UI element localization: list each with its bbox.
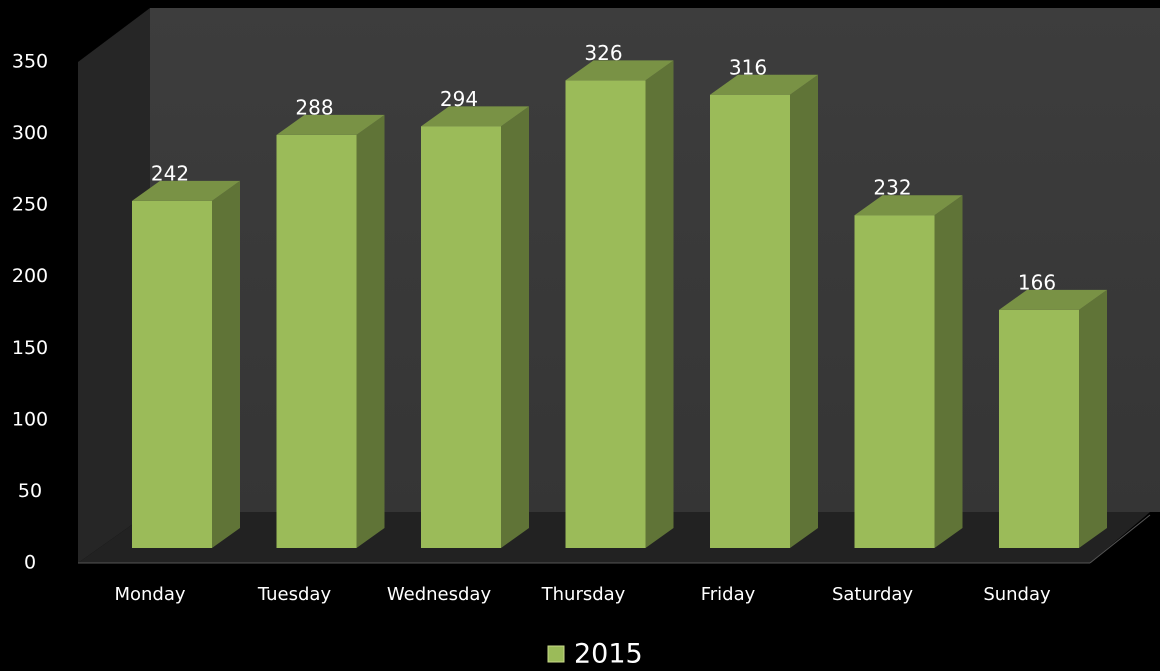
bar-side [1079,289,1107,548]
bar [132,200,212,548]
y-tick-label: 50 [18,480,42,502]
y-tick-label: 250 [12,194,48,216]
y-tick-label: 300 [12,122,48,144]
bar [276,134,357,548]
bar [854,215,935,548]
x-tick-label: Tuesday [257,584,332,605]
data-label: 316 [729,55,767,79]
bar-top [710,74,818,95]
bar [710,94,790,548]
x-tick-label: Sunday [983,584,1051,605]
x-tick-label: Saturday [832,584,913,605]
bar-top [421,106,529,127]
data-label: 326 [584,41,622,65]
x-tick-label: Thursday [541,584,626,605]
bar-top [132,180,240,201]
y-tick-label: 100 [12,408,48,430]
bar-top [854,195,963,216]
bar-side [212,180,240,548]
data-label: 294 [440,87,478,111]
x-tick-label: Friday [701,584,756,605]
bar [565,80,646,549]
bar-side [934,195,963,548]
axis-line [1089,514,1151,564]
legend-label: 2015 [574,639,643,670]
y-tick-label: 350 [12,51,48,73]
bar-side [790,74,818,548]
bar [999,309,1079,548]
bar [421,126,501,548]
bar-top [565,60,674,81]
x-tick-label: Wednesday [387,584,492,605]
legend-swatch [547,645,565,663]
bar-side [501,106,529,548]
y-tick-label: 200 [12,265,48,287]
bar-top [999,289,1107,310]
y-tick-label: 150 [12,337,48,359]
data-label: 232 [873,176,911,200]
bar-side [645,60,674,549]
data-label: 166 [1018,270,1056,294]
plot: 0 50 100 150 200 250 300 350 Monday Tuesday Wednes… [12,41,1107,670]
bar-side [356,114,385,548]
x-tick-label: Monday [114,584,185,605]
y-tick-label: 0 [24,552,36,574]
data-label: 242 [151,161,189,185]
data-label: 288 [295,95,333,119]
bar-top [276,114,385,135]
